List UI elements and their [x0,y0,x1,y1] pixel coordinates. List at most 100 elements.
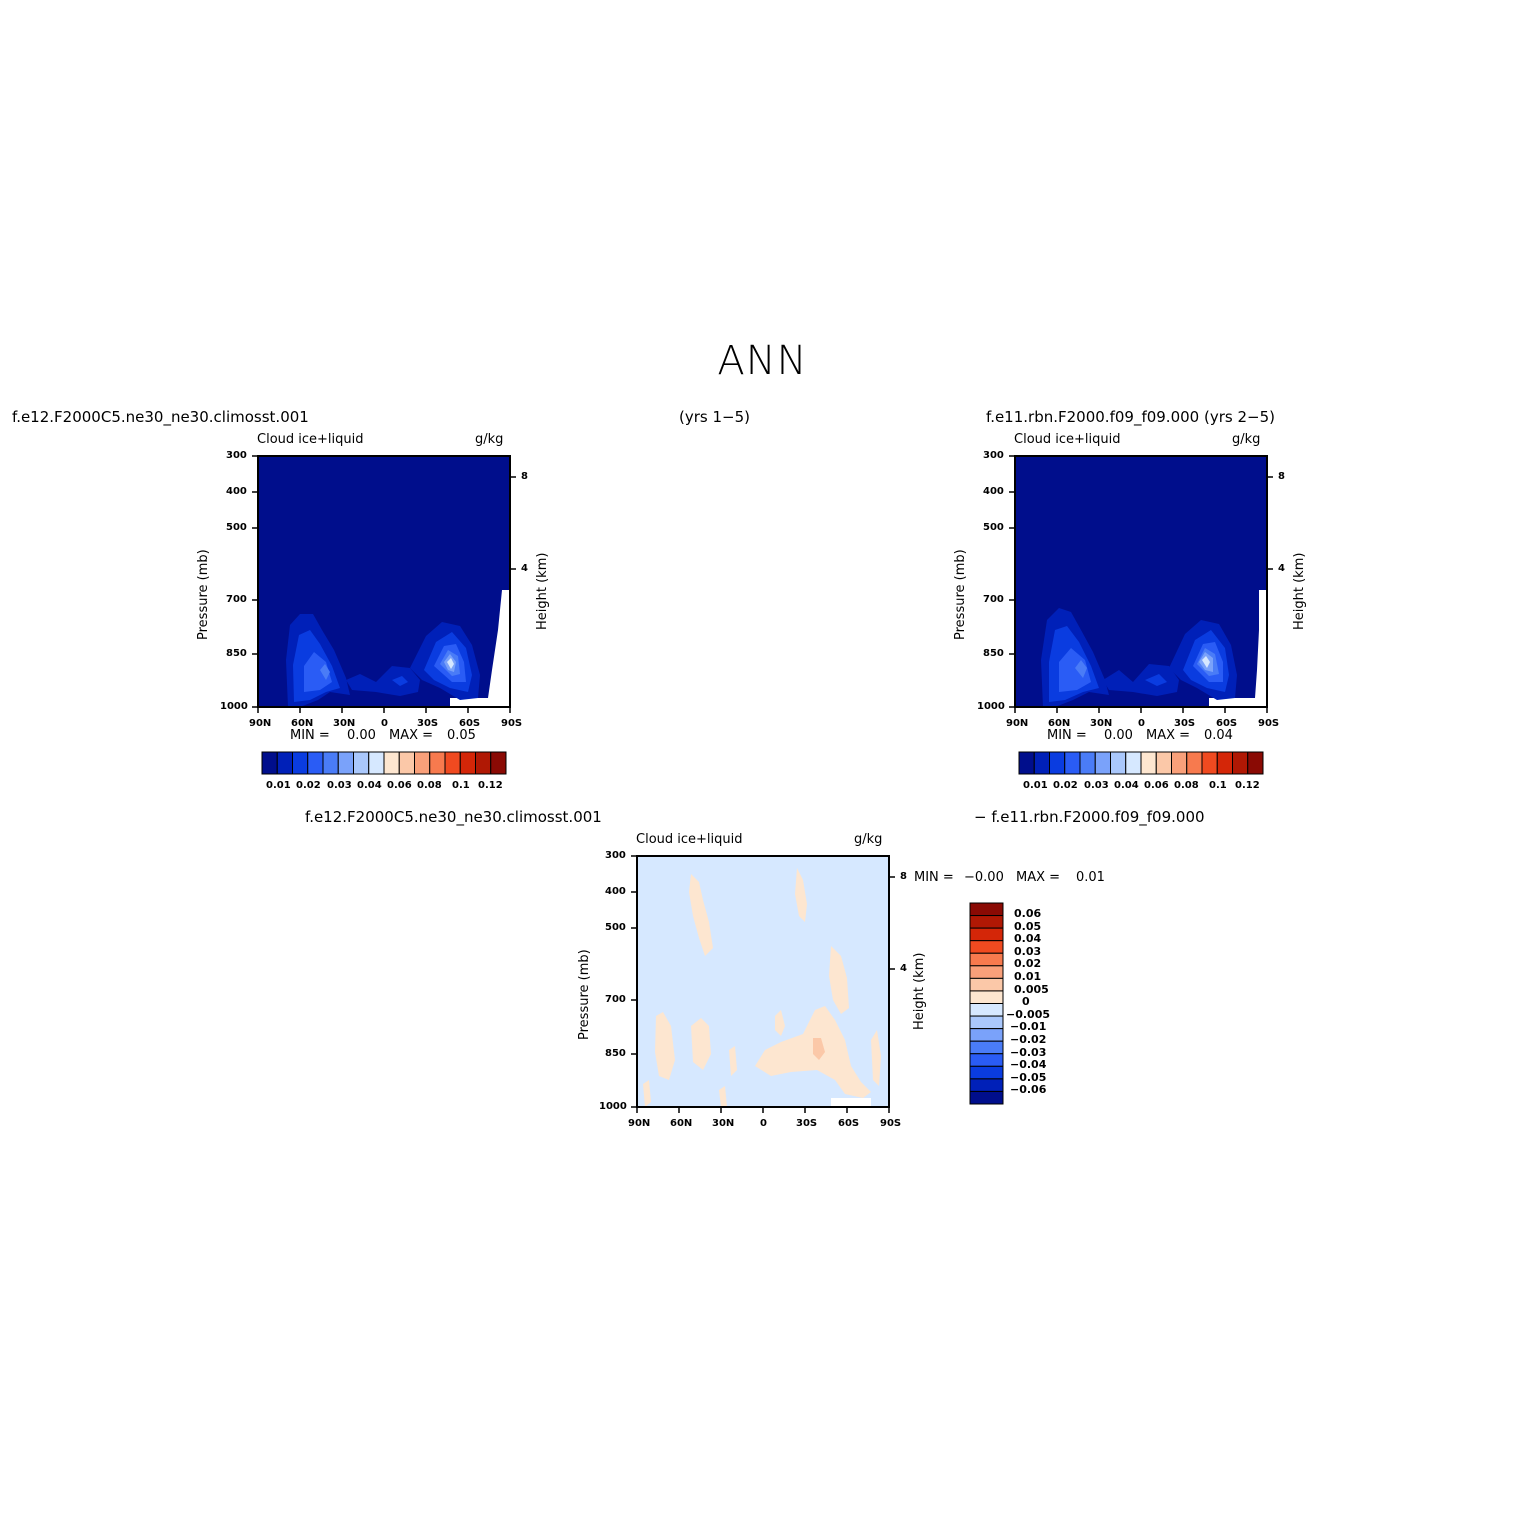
test-xtick-90n: 90N [249,718,272,729]
diff-cbar-label: 0.01 [1014,969,1042,983]
test-ytick-right-8: 8 [521,471,528,482]
page-title: ANN [717,338,808,384]
colorbar-swatch [383,751,400,775]
test-ylabel: Pressure (mb) [196,549,211,640]
colorbar-swatch [969,1040,1004,1055]
test-ytick-500: 500 [226,522,247,533]
colorbar-swatch [969,990,1004,1004]
diff-case-right-label: − f.e11.rbn.F2000.f09_f09.000 [974,808,1205,826]
control-xtick-60n: 60N [1048,718,1071,729]
test-max-label: MAX = [389,728,434,743]
colorbar-swatch [1232,751,1249,775]
control-variable-label: Cloud ice+liquid [1014,432,1121,447]
test-xtick-60s: 60S [459,718,481,729]
test-ytick-300: 300 [226,450,247,461]
control-xtick-30n: 30N [1090,718,1113,729]
diff-min-label: MIN = [914,870,954,885]
control-cbar-label-003: 0.03 [1084,780,1109,791]
control-xtick-90s: 90S [1258,718,1280,729]
colorbar-swatch [1155,751,1172,775]
diff-ytick-right-4: 4 [900,963,907,974]
test-plot-svg [252,455,516,713]
control-contour-fill [1041,590,1267,707]
diff-cbar-label: −0.04 [1010,1058,1047,1072]
diff-variable-label: Cloud ice+liquid [636,832,743,847]
colorbar-swatch [1079,751,1096,775]
diff-cbar-label: 0.05 [1014,919,1042,933]
diff-ytick-700: 700 [605,994,626,1005]
colorbar-swatch [969,965,1004,979]
diff-ytick-500: 500 [605,922,626,933]
diff-max-value: 0.01 [1076,870,1105,885]
colorbar-swatch [414,751,431,775]
colorbar-swatch [1216,751,1233,775]
diff-max-label: MAX = [1016,870,1061,885]
control-cbar-label-006: 0.06 [1144,780,1169,791]
diff-panel: Cloud ice+liquid g/kg [559,830,1119,1140]
diff-cbar-label: −0.06 [1010,1083,1047,1097]
colorbar-swatch [337,751,354,775]
control-cbar-label-008: 0.08 [1174,780,1199,791]
colorbar-swatch [1171,751,1188,775]
control-ytick-1000: 1000 [977,701,1005,712]
diff-ylabel: Pressure (mb) [577,949,592,1040]
control-ytick-400: 400 [983,486,1004,497]
control-case-label: f.e11.rbn.F2000.f09_f09.000 (yrs 2−5) [986,408,1275,426]
control-ytick-500: 500 [983,522,1004,533]
colorbar-swatch [969,902,1004,917]
diff-xtick-90n: 90N [628,1118,651,1129]
control-max-value: 0.04 [1204,728,1233,743]
control-cbar-label-001: 0.01 [1023,780,1048,791]
colorbar-swatch [459,751,476,775]
colorbar-swatch [969,1015,1004,1030]
colorbar-swatch [368,751,385,775]
control-min-label: MIN = [1047,728,1087,743]
diff-cbar-label: −0.01 [1010,1020,1047,1034]
diff-cbar-label: 0.005 [1014,982,1049,996]
colorbar-swatch [969,1053,1004,1067]
colorbar-swatch [969,952,1004,967]
diff-xtick-0: 0 [760,1118,767,1129]
colorbar-swatch [969,915,1004,929]
diff-cbar-label: −0.03 [1010,1045,1047,1059]
colorbar-swatch [490,751,507,775]
colorbar-swatch [1064,751,1081,775]
colorbar-swatch [398,751,415,775]
diff-cbar-label: 0.03 [1014,944,1042,958]
control-ticks [1009,455,1273,713]
control-plot-svg [1009,455,1273,713]
colorbar-swatch [969,1003,1004,1017]
test-xtick-0: 0 [381,718,388,729]
colorbar-swatch [969,927,1004,942]
test-cbar-label-01: 0.1 [452,780,470,791]
diff-cbar-label: −0.005 [1006,1007,1051,1021]
colorbar-swatch [444,751,461,775]
test-max-value: 0.05 [447,728,476,743]
test-contour-fill [286,590,510,707]
colorbar-swatch [969,1090,1004,1105]
test-ytick-850: 850 [226,648,247,659]
diff-contour-fill [643,868,881,1107]
control-ytick-right-8: 8 [1278,471,1285,482]
diff-units-label: g/kg [854,832,883,847]
colorbar-swatch [475,751,492,775]
test-ytick-right-4: 4 [521,563,528,574]
test-min-value: 0.00 [347,728,376,743]
test-cbar-label-006: 0.06 [387,780,412,791]
control-max-label: MAX = [1146,728,1191,743]
colorbar-swatch [1186,751,1203,775]
diff-ytick-300: 300 [605,850,626,861]
test-ytick-1000: 1000 [220,701,248,712]
test-cbar-label-003: 0.03 [327,780,352,791]
colorbar-swatch [969,1065,1004,1080]
diff-cbar-label: 0 [1022,995,1030,1009]
diff-cbar-labels: 0.06 0.05 0.04 0.03 0.02 0.01 0.005 0 −0… [1006,907,1050,1097]
colorbar-swatch [1110,751,1127,775]
colorbar-swatch [1094,751,1111,775]
control-min-value: 0.00 [1104,728,1133,743]
years-label: (yrs 1−5) [679,408,750,426]
colorbar-swatch [1140,751,1157,775]
diff-ytick-850: 850 [605,1048,626,1059]
diff-case-left-label: f.e12.F2000C5.ne30_ne30.climosst.001 [305,808,602,826]
diff-cbar-label: 0.02 [1014,957,1042,971]
